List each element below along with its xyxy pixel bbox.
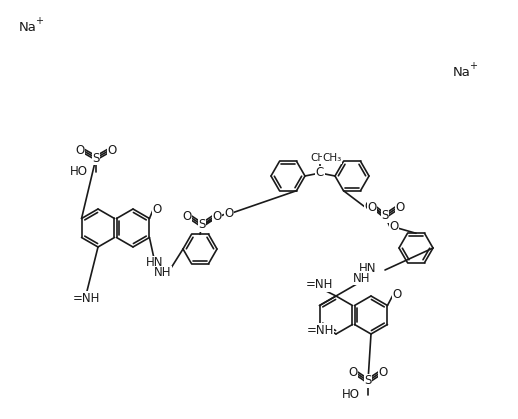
Text: HO: HO bbox=[70, 166, 88, 178]
Text: O: O bbox=[395, 202, 405, 215]
Text: S: S bbox=[198, 218, 206, 232]
Text: HO: HO bbox=[342, 388, 360, 401]
Text: Na: Na bbox=[453, 67, 471, 80]
Text: O: O bbox=[367, 202, 377, 215]
Text: +: + bbox=[469, 61, 477, 71]
Text: CH₃: CH₃ bbox=[310, 153, 329, 163]
Text: S: S bbox=[364, 375, 372, 388]
Text: O: O bbox=[390, 220, 399, 233]
Text: O: O bbox=[349, 367, 357, 380]
Text: O: O bbox=[212, 210, 222, 223]
Text: C: C bbox=[316, 166, 324, 179]
Text: NH: NH bbox=[353, 272, 371, 285]
Text: NH: NH bbox=[154, 266, 172, 279]
Text: S: S bbox=[381, 210, 388, 222]
Text: O: O bbox=[76, 143, 84, 157]
Text: =NH: =NH bbox=[305, 279, 333, 292]
Text: O: O bbox=[107, 143, 117, 157]
Text: CH₃: CH₃ bbox=[322, 153, 342, 163]
Text: +: + bbox=[35, 16, 43, 26]
Text: =NH: =NH bbox=[306, 323, 334, 336]
Text: HN: HN bbox=[146, 256, 164, 269]
Text: O: O bbox=[378, 367, 387, 380]
Text: O: O bbox=[364, 201, 373, 214]
Text: O: O bbox=[182, 210, 192, 223]
Text: Na: Na bbox=[19, 21, 37, 34]
Text: O: O bbox=[392, 289, 401, 302]
Text: HN: HN bbox=[359, 261, 377, 274]
Text: O: O bbox=[152, 204, 162, 217]
Text: =NH: =NH bbox=[73, 292, 99, 305]
Text: S: S bbox=[92, 152, 99, 165]
Text: O: O bbox=[224, 207, 234, 220]
